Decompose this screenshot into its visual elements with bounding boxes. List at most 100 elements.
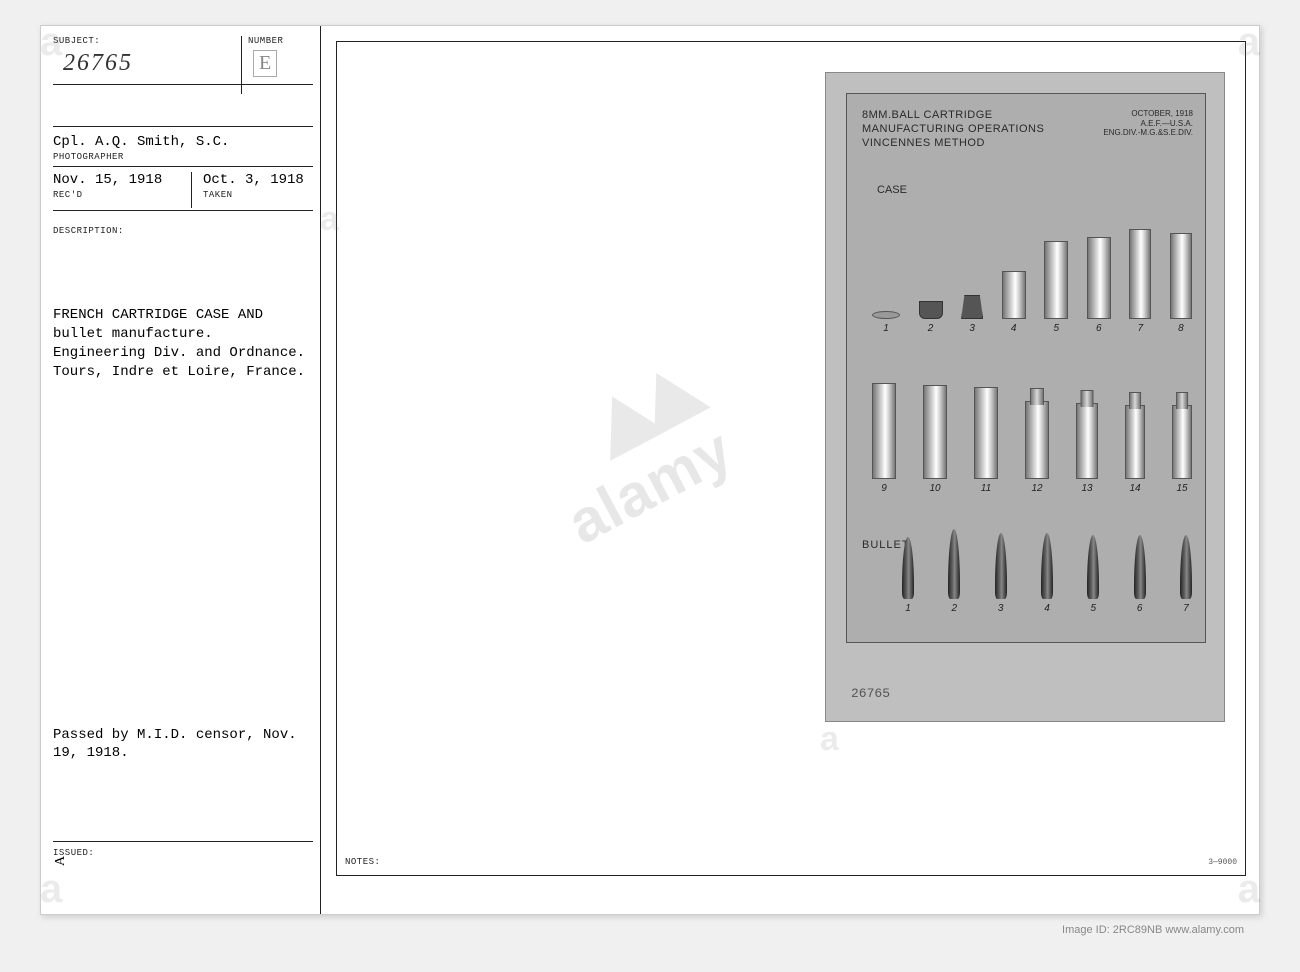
stage-number: 6 (1137, 603, 1143, 614)
bullet-stage-item: 3 (995, 533, 1007, 614)
case-stage-item: 12 (1025, 401, 1049, 494)
photographer-value: Cpl. A.Q. Smith, S.C. (53, 134, 229, 150)
stage-number: 1 (905, 603, 911, 614)
censor-note: Passed by M.I.D. censor, Nov. 19, 1918. (53, 726, 308, 762)
photo-title: 8MM.BALL CARTRIDGE MANUFACTURING OPERATI… (862, 109, 1044, 150)
bullet-stage-item: 1 (902, 537, 914, 614)
stage-number: 12 (1031, 483, 1042, 494)
photo-title-line1: 8MM.BALL CARTRIDGE (862, 109, 993, 121)
subject-label: SUBJECT: (53, 36, 100, 46)
cartridge-case-icon (1125, 405, 1145, 479)
cartridge-case-icon (974, 387, 998, 479)
divider-vertical (191, 172, 192, 208)
cartridge-case-icon (1044, 241, 1068, 319)
cartridge-case-icon (872, 311, 900, 319)
case-stage-item: 15 (1172, 405, 1192, 494)
case-section-label: CASE (877, 184, 907, 196)
cartridge-case-icon (1087, 237, 1111, 319)
stage-number: 7 (1183, 603, 1189, 614)
case-stage-item: 7 (1129, 229, 1151, 334)
photo-date-line1: OCTOBER, 1918 (1131, 109, 1193, 118)
case-stage-item: 5 (1044, 241, 1068, 334)
case-stage-item: 8 (1170, 233, 1192, 334)
subject-value: 26765 (63, 50, 133, 77)
photo-date-line2: A.E.F.—U.S.A. (1141, 119, 1193, 128)
bullet-icon (995, 533, 1007, 599)
photo-date-block: OCTOBER, 1918 A.E.F.—U.S.A. ENG.DIV.-M.G… (1103, 109, 1193, 138)
stage-number: 1 (883, 323, 889, 334)
rule (53, 126, 313, 127)
notes-label: NOTES: (345, 857, 380, 867)
stage-number: 5 (1091, 603, 1097, 614)
stage-number: 7 (1138, 323, 1144, 334)
photo-number: 26765 (851, 686, 890, 701)
bullet-stage-item: 6 (1134, 535, 1146, 614)
case-stage-item: 13 (1076, 403, 1098, 494)
right-image-panel: 8MM.BALL CARTRIDGE MANUFACTURING OPERATI… (336, 41, 1246, 876)
stage-number: 8 (1178, 323, 1184, 334)
rule (53, 166, 313, 167)
rule (53, 84, 313, 85)
stage-number: 11 (981, 483, 991, 494)
date-recd-label: REC'D (53, 190, 83, 200)
bullet-stage-item: 4 (1041, 533, 1053, 614)
stage-number: 9 (881, 483, 887, 494)
photo-date-line3: ENG.DIV.-M.G.&S.E.DIV. (1103, 128, 1193, 137)
cartridge-case-icon (1170, 233, 1192, 319)
cartridge-case-icon (1129, 229, 1151, 319)
cartridge-case-icon (1002, 271, 1026, 319)
stage-number: 15 (1176, 483, 1187, 494)
stage-number: 4 (1044, 603, 1050, 614)
case-stages-row-2: 9 10 11 12 13 14 15 (872, 374, 1192, 494)
bullet-icon (948, 529, 960, 599)
stage-number: 2 (952, 603, 958, 614)
left-metadata-panel: SUBJECT: NUMBER 26765 E Cpl. A.Q. Smith,… (41, 26, 321, 914)
case-stage-item: 3 (961, 295, 983, 334)
bullet-stage-item: 2 (948, 529, 960, 614)
stock-image-id: Image ID: 2RC89NB www.alamy.com (1062, 924, 1244, 936)
bullet-icon (1134, 535, 1146, 599)
stage-number: 10 (929, 483, 940, 494)
stage-number: 3 (998, 603, 1004, 614)
cartridge-case-icon (1172, 405, 1192, 479)
stage-number: 5 (1053, 323, 1059, 334)
bullet-stages-row: 1 2 3 4 5 6 7 (902, 524, 1192, 614)
archive-card: SUBJECT: NUMBER 26765 E Cpl. A.Q. Smith,… (40, 25, 1260, 915)
stage-number: 13 (1081, 483, 1092, 494)
cartridge-case-icon (872, 383, 896, 479)
cartridge-case-icon (1076, 403, 1098, 479)
number-label: NUMBER (248, 36, 283, 46)
bullet-icon (1087, 535, 1099, 599)
inset-photograph: 8MM.BALL CARTRIDGE MANUFACTURING OPERATI… (825, 72, 1225, 722)
cartridge-case-icon (919, 301, 943, 319)
stage-number: 14 (1129, 483, 1140, 494)
bullet-stage-item: 5 (1087, 535, 1099, 614)
bullet-icon (1041, 533, 1053, 599)
case-stage-item: 6 (1087, 237, 1111, 334)
case-stage-item: 4 (1002, 271, 1026, 334)
cartridge-case-icon (961, 295, 983, 319)
cartridge-case-icon (1025, 401, 1049, 479)
stage-number: 6 (1096, 323, 1102, 334)
subject-row: SUBJECT: NUMBER 26765 E (53, 36, 308, 86)
rule (53, 210, 313, 211)
case-stage-item: 14 (1125, 405, 1145, 494)
case-stage-item: 9 (872, 383, 896, 494)
photographer-label: PHOTOGRAPHER (53, 152, 124, 162)
photo-display-board: 8MM.BALL CARTRIDGE MANUFACTURING OPERATI… (846, 93, 1206, 643)
bullet-icon (902, 537, 914, 599)
case-stages-row-1: 12345678 (872, 214, 1192, 334)
case-stage-item: 10 (923, 385, 947, 494)
photo-title-line2: MANUFACTURING OPERATIONS (862, 123, 1044, 135)
form-number: 3—9000 (1208, 858, 1237, 867)
bullet-stage-item: 7 (1180, 535, 1192, 614)
number-value: E (253, 50, 277, 77)
photo-title-line3: VINCENNES METHOD (862, 137, 985, 149)
date-taken-label: TAKEN (203, 190, 233, 200)
bullet-icon (1180, 535, 1192, 599)
date-taken-value: Oct. 3, 1918 (203, 172, 304, 188)
case-stage-item: 1 (872, 311, 900, 334)
case-stage-item: 11 (974, 387, 998, 494)
dates-row: Nov. 15, 1918 REC'D Oct. 3, 1918 TAKEN (53, 172, 313, 210)
stage-number: 3 (969, 323, 975, 334)
